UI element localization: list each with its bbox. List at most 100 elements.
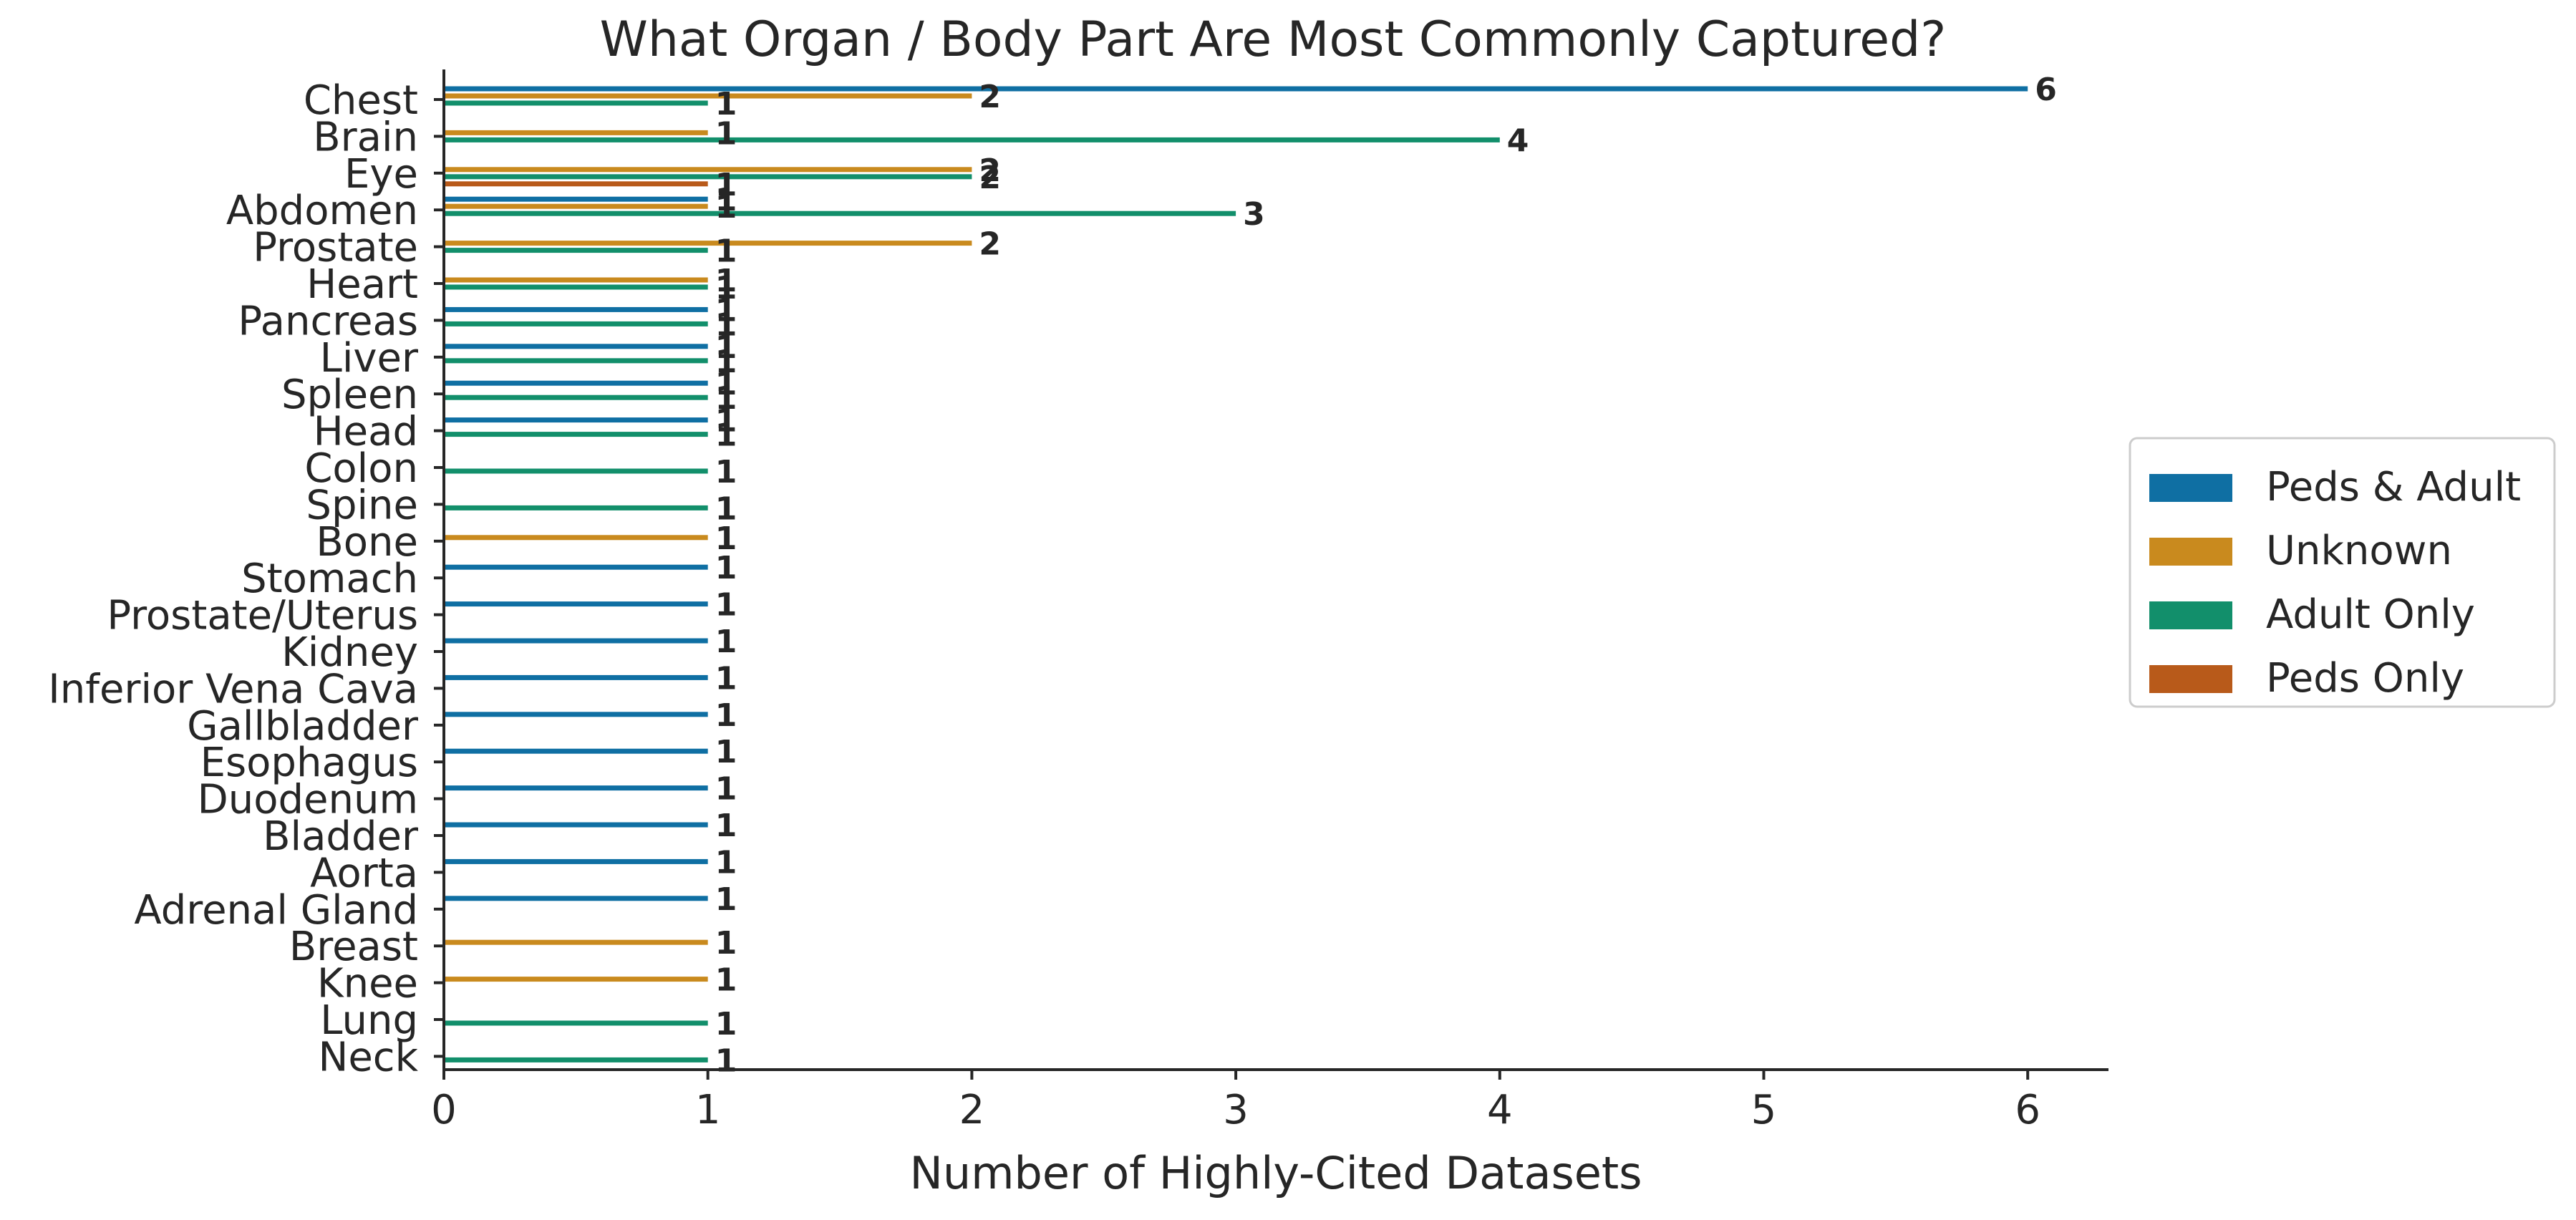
data-label: 1 [715,624,737,660]
data-label: 6 [2035,72,2057,108]
category-label: Aorta [310,850,418,896]
axes-layer: ChestBrainEyeAbdomenProstateHeartPancrea… [48,69,2108,1133]
bar [444,858,708,864]
bar [444,822,708,828]
category-label: Bladder [263,813,419,860]
data-label: 1 [715,734,737,770]
bar [444,1020,708,1026]
data-label: 2 [979,152,1001,189]
bar [444,284,708,290]
data-label: 1 [715,344,737,380]
category-label: Breast [289,924,418,970]
x-axis-title: Number of Highly-Cited Datasets [909,1147,1642,1199]
bar [444,712,708,717]
data-label: 1 [715,233,737,270]
bar [444,100,708,106]
legend-swatch [2149,601,2232,629]
data-label: 1 [715,587,737,624]
data-label: 2 [979,79,1001,115]
category-label: Heart [306,261,418,308]
x-tick-label: 6 [2015,1087,2040,1133]
bar [444,394,708,400]
data-label: 1 [715,808,737,844]
category-label: Eye [344,151,418,198]
chart-title: What Organ / Body Part Are Most Commonly… [600,11,1947,68]
data-label: 1 [715,881,737,918]
data-label: 1 [715,771,737,808]
category-label: Adrenal Gland [134,887,418,934]
category-label: Stomach [241,556,418,602]
bar [444,505,708,510]
data-label: 1 [715,1006,737,1042]
data-label: 3 [1243,196,1265,233]
data-label: 1 [715,270,737,306]
data-label: 2 [979,226,1001,263]
bar [444,785,708,791]
bar [444,321,708,326]
bar [444,564,708,570]
bar [444,196,708,202]
bar [444,380,708,386]
x-tick-label: 5 [1751,1087,1777,1133]
bar [444,306,708,312]
category-label: Inferior Vena Cava [48,666,418,712]
category-label: Spleen [281,372,418,418]
data-label: 1 [715,521,737,557]
bar [444,86,2028,92]
bar [444,638,708,644]
bar [444,344,708,349]
data-label: 1 [715,366,737,402]
bar [444,601,708,607]
data-label: 1 [715,380,737,417]
legend-box [2129,437,2556,708]
data-label: 1 [715,189,737,226]
data-label: 2 [979,160,1001,196]
bar [444,181,708,187]
x-tick-label: 3 [1223,1087,1249,1133]
legend-entry: Peds & Adult [2266,464,2521,510]
category-label: Chest [304,77,418,124]
bar [444,210,1236,216]
data-label: 1 [715,454,737,490]
category-label: Abdomen [226,188,418,234]
x-tick-label: 4 [1487,1087,1513,1133]
data-label: 1 [715,306,737,343]
data-label: 1 [715,115,737,152]
category-label: Esophagus [200,740,418,786]
category-label: Pancreas [238,298,418,344]
legend-entry: Adult Only [2266,591,2475,638]
x-tick-label: 1 [695,1087,721,1133]
data-label: 1 [715,1042,737,1079]
legend-swatch [2149,474,2232,502]
category-label: Kidney [281,629,418,676]
bar [444,174,972,180]
bar [444,137,1500,142]
category-label: Bone [316,519,418,566]
category-label: Brain [313,114,418,160]
bar [444,130,708,135]
data-label: 1 [715,417,737,454]
bar [444,468,708,474]
data-label: 1 [715,925,737,962]
x-tick-label: 0 [431,1087,457,1133]
data-label: 1 [715,329,737,366]
bar [444,748,708,754]
bar [444,277,708,283]
data-label: 1 [715,167,737,203]
bar [444,939,708,945]
category-label: Duodenum [198,777,418,823]
bar [444,417,708,423]
data-label: 1 [715,292,737,329]
bar [444,358,708,364]
bar [444,535,708,541]
data-label: 1 [715,962,737,999]
category-label: Lung [320,997,418,1044]
category-label: Head [314,409,418,455]
bars-layer [444,86,2028,1062]
category-label: Spine [306,482,418,528]
category-label: Prostate [253,225,418,271]
legend-entry: Peds Only [2266,655,2464,702]
data-label: 1 [715,660,737,697]
